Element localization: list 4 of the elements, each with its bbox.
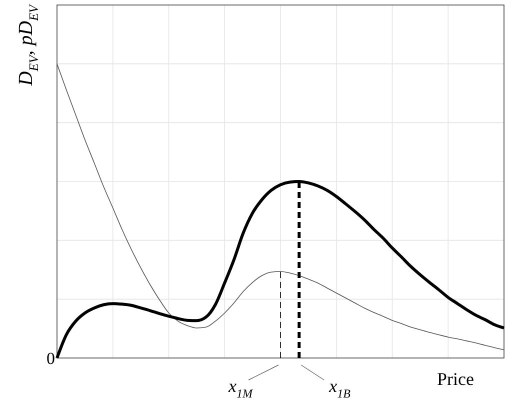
text: 0 — [46, 349, 55, 368]
text: x$_{1B}$ — [328, 376, 352, 400]
x-axis-title: Price — [437, 369, 474, 389]
text: x$_{1M}$ — [228, 376, 254, 400]
